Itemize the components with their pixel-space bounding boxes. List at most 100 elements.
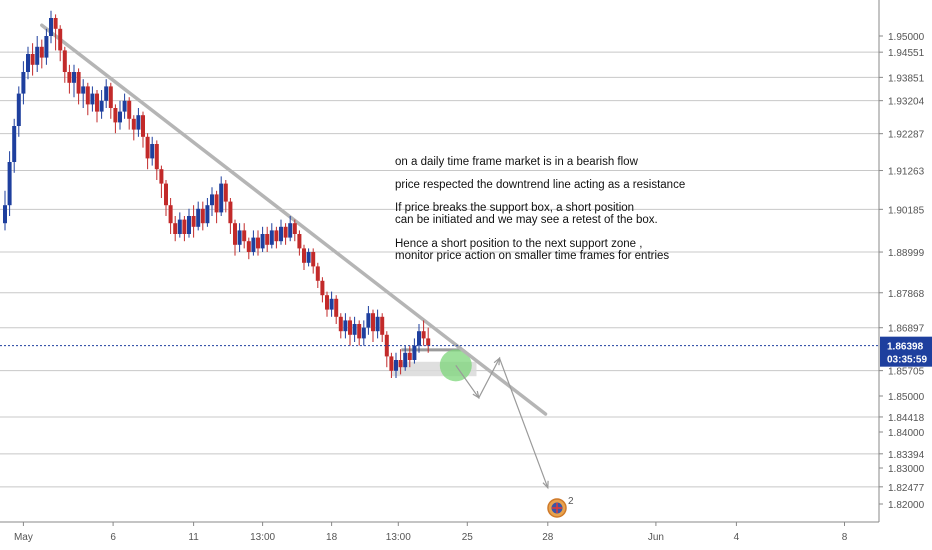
candle-body [95,93,99,112]
candle-body [426,338,431,346]
price-tick-label: 1.95000 [888,32,925,43]
candle-body [421,331,426,339]
candle-body [403,352,408,368]
candle-body [375,316,380,332]
candle-body [67,72,72,83]
candle-body [90,93,95,105]
time-tick-label: 28 [542,532,554,543]
candle-body [210,194,214,206]
price-tick-label: 1.83394 [888,450,925,461]
candle-body [150,144,155,159]
candle-body [12,126,17,162]
time-tick-label: May [14,532,33,543]
arrow-head [493,356,501,366]
candle-body [118,111,122,123]
candle-body [246,241,251,252]
candle-body [274,230,279,242]
price-tick-label: 1.91263 [888,167,925,178]
price-tick-label: 1.94551 [888,48,925,59]
candle-body [366,313,371,328]
candle-body [168,205,173,224]
price-tick-label: 1.83000 [888,464,925,475]
candle-body [26,54,30,72]
price-tick-label: 1.85000 [888,392,925,403]
annotation-line: Hence a short position to the next suppo… [395,238,642,250]
candle-body [407,352,412,360]
candle-body [352,324,357,335]
candle-body [256,237,260,249]
candle-body [384,334,389,357]
price-tick-label: 1.82477 [888,483,925,494]
time-tick-label: 13:00 [250,532,275,543]
price-tick-label: 1.84418 [888,413,925,424]
price-tick-label: 1.88999 [888,248,925,259]
candle-body [242,230,247,242]
time-tick-label: 8 [842,532,848,543]
candle-body [145,136,150,159]
time-tick-label: Jun [648,532,664,543]
candle-body [113,108,118,123]
candle-body [127,100,132,119]
candle-body [292,223,297,234]
candle-body [81,86,86,94]
time-tick-label: 11 [188,532,199,543]
candle-body [99,100,104,112]
annotation-line: monitor price action on smaller time fra… [395,250,669,262]
candle-body [164,183,168,206]
arrow-head [542,480,549,490]
candle-body [177,219,182,234]
annotation-line: price respected the downtrend line actin… [395,179,685,191]
downtrend-line [40,23,548,416]
candle-body [228,201,233,224]
candle-body [260,234,265,249]
candle-body [131,118,136,130]
time-tick-label: 4 [734,532,740,543]
price-tick-label: 1.86897 [888,324,925,335]
candle-body [389,356,394,371]
candle-body [265,234,270,245]
candle-body [288,223,293,238]
candle-body [311,252,316,267]
candle-body [173,223,178,234]
candle-body [320,280,325,296]
candle-body [269,230,274,245]
price-tick-label: 1.93851 [888,73,925,84]
current-price-label: 1.86398 [887,342,924,353]
countdown-label: 03:35:59 [887,355,927,366]
time-tick-label: 25 [462,532,474,543]
candle-body [214,194,219,213]
candle-body [196,208,201,227]
candle-body [16,93,21,126]
candle-body [72,72,76,83]
candle-body [187,216,191,234]
candle-body [85,86,90,105]
candle-body [191,216,196,227]
candle-body [302,248,306,263]
candle-body [30,54,35,65]
annotation-line: If price breaks the support box, a short… [395,202,634,214]
annotation-line: can be initiated and we may see a retest… [395,214,658,226]
candle-body [104,86,109,101]
candle-body [122,100,127,112]
candle-body [49,18,53,36]
candle-body [223,183,228,202]
candle-body [76,72,81,94]
candle-body [251,237,256,252]
candle-body [343,320,348,332]
candle-body [44,36,49,58]
arrow-head [472,390,480,400]
candle-body [338,316,343,332]
candle-body [141,115,145,137]
time-tick-label: 6 [110,532,116,543]
candle-body [182,219,187,234]
candle-body [297,234,302,249]
candle-body [7,162,12,206]
price-tick-label: 1.92287 [888,130,925,141]
candle-body [279,226,283,242]
candle-body [21,72,26,94]
candle-body [53,18,58,29]
candle-body [334,298,339,317]
candle-body [205,205,210,224]
